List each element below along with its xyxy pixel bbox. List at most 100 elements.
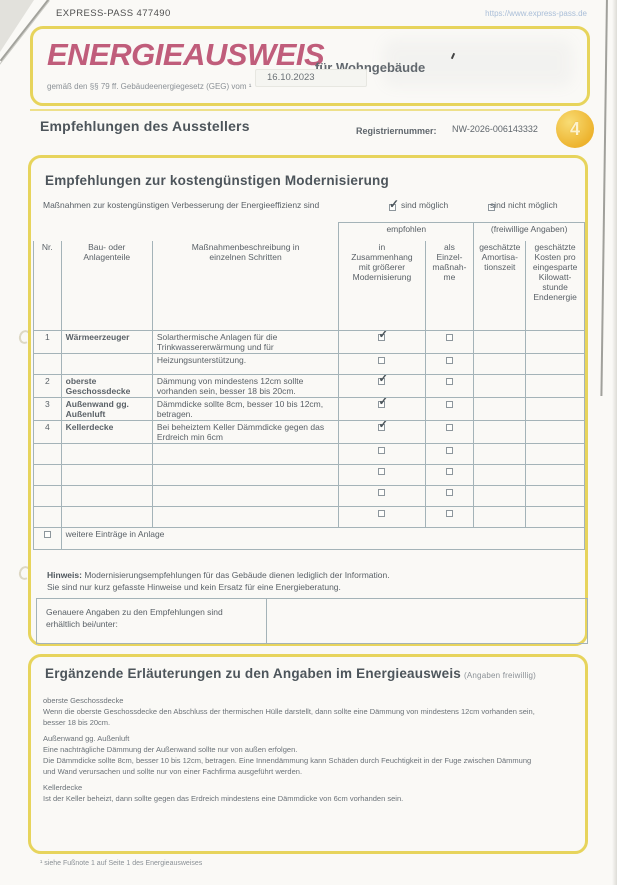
context-checkbox-cell [338,397,426,421]
context-checkbox-cell [338,353,426,375]
measure-cell [151,485,339,507]
nr-cell [33,443,62,465]
table-row: Heizungsunterstützung. [33,353,585,375]
page-section-title: Empfehlungen des Ausstellers [40,118,250,134]
group-header-spacer [34,223,339,241]
explanation-heading: oberste Geschossdecke [43,696,124,705]
issue-date-field [255,69,367,87]
column-header-row: Nr. Bau- oder Anlagenteile Maßnahmenbeschr… [33,240,585,331]
single-measure-checkbox [445,468,453,476]
explanation-line: Wenn die oberste Geschossdecke den Absch… [43,707,535,716]
single-measure-checkbox [445,401,453,409]
table-row: 2 oberste Geschossdecke Dämmung von mindes… [33,374,585,398]
explanation-line: Die Dämmdicke sollte 8cm, besser 10 bis … [43,756,532,765]
cost-cell [525,397,585,421]
details-box-divider [266,599,267,643]
recommendations-intro-row: Maßnahmen zur kostengünstigen Verbesseru… [31,197,585,214]
explanation-heading: Kellerdecke [43,783,83,792]
component-cell [60,464,153,486]
registry-number-label: Registriernummer: [356,126,437,136]
explanation-line: besser 18 bis 20cm. [43,718,111,727]
single-measure-checkbox [445,357,453,365]
table-row: 3 Außenwand gg. Außenluft Dämmdicke sollte… [33,397,585,421]
single-measure-checkbox [445,510,453,518]
context-checkbox-cell [338,506,426,528]
context-checkbox-cell [338,464,426,486]
component-cell: Wärmeerzeuger [60,330,153,354]
measure-cell [151,443,339,465]
measure-cell: Dämmdicke sollte 8cm, besser 10 bis 12cm… [151,397,339,421]
context-checkbox [378,331,388,342]
page-edge-shadow-artifact [600,0,608,396]
more-entries-checkbox-cell [33,527,62,550]
context-checkbox [378,510,386,518]
context-checkbox [378,357,386,365]
group-header-empfohlen: empfohlen [338,222,474,241]
single-measure-checkbox [445,424,453,432]
single-measure-checkbox [445,334,453,342]
amortization-cell [473,443,526,465]
table-row [33,506,585,528]
single-measure-checkbox-cell [424,374,474,398]
context-checkbox [378,468,386,476]
cost-cell [525,374,585,398]
document-id: EXPRESS-PASS 477490 [56,8,171,19]
nr-cell [33,485,62,507]
page-number: 4 [569,118,580,139]
measure-cell [151,464,339,486]
amortization-cell [473,397,526,421]
scan-bleedthrough-artifact [383,39,573,87]
details-source-label: Genauere Angaben zu den Empfehlungen sin… [46,607,223,629]
context-checkbox [378,447,386,455]
component-cell: Kellerdecke [60,420,153,444]
title-box: ENERGIEAUSWEIS für Wohngebäude gemäß den… [30,26,590,106]
nr-cell [33,506,62,528]
modernization-table: empfohlen (freiwillige Angaben) Nr. Bau- od… [33,222,586,550]
hinweis-label: Hinweis: [47,570,82,580]
not-possible-label: sind nicht möglich [490,200,558,210]
section-divider [30,109,560,111]
context-checkbox [378,398,388,409]
recommendations-title: Empfehlungen zur kostengünstigen Moderni… [45,173,389,188]
component-cell [60,485,153,507]
single-measure-checkbox-cell [424,506,474,528]
issue-date: 16.10.2023 [267,72,315,83]
explanations-title: Ergänzende Erläuterungen zu den Angaben … [45,666,536,681]
more-entries-label: weitere Einträge in Anlage [60,527,586,550]
nr-cell: 3 [33,397,62,421]
more-entries-row: weitere Einträge in Anlage [33,527,586,550]
more-entries-checkbox [43,531,51,539]
component-cell [60,353,153,375]
nr-cell: 4 [33,420,62,444]
document-title: ENERGIEAUSWEIS [47,37,325,72]
explanations-title-suffix: (Angaben freiwillig) [464,671,537,680]
legal-reference: gemäß den §§ 79 ff. Gebäudeenergiegesetz… [47,82,252,91]
context-checkbox-cell [338,443,426,465]
page-footnote: ¹ siehe Fußnote 1 auf Seite 1 des Energi… [40,860,203,867]
component-cell [60,443,153,465]
context-checkbox-cell [338,330,426,354]
amortization-cell [473,353,526,375]
cost-cell [525,506,585,528]
single-measure-checkbox [445,489,453,497]
context-checkbox [378,421,388,432]
details-source-box: Genauere Angaben zu den Empfehlungen sin… [36,598,588,644]
nr-cell: 2 [33,374,62,398]
explanation-line: und Wand verursachen und sollte nur von … [43,767,303,776]
amortization-cell [473,374,526,398]
hinweis-line2: Sie sind nur kurz gefasste Hinweise und … [47,582,341,592]
hinweis-note: Hinweis: Modernisierungsempfehlungen für… [47,569,390,593]
measure-cell [151,506,339,528]
amortization-cell [473,330,526,354]
explanation-line: Ist der Keller beheizt, dann sollte gege… [43,794,404,803]
single-measure-checkbox-cell [424,464,474,486]
explanations-title-text: Ergänzende Erläuterungen zu den Angaben … [45,666,461,681]
column-header-3: in Zusammenhang mit größerer Modernisier… [338,240,426,331]
explanation-heading: Außenwand gg. Außenluft [43,734,130,743]
group-header-freiwillig: (freiwillige Angaben) [473,222,585,241]
table-row: 1 Wärmeerzeuger Solarthermische Anlagen fü… [33,330,585,354]
hinweis-line1: Modernisierungsempfehlungen für das Gebä… [84,570,390,580]
column-header-5: geschätzte Amortisa- tionszeit [473,240,526,331]
context-checkbox [378,375,388,386]
column-header-2: Maßnahmenbeschreibung in einzelnen Schri… [151,240,339,331]
